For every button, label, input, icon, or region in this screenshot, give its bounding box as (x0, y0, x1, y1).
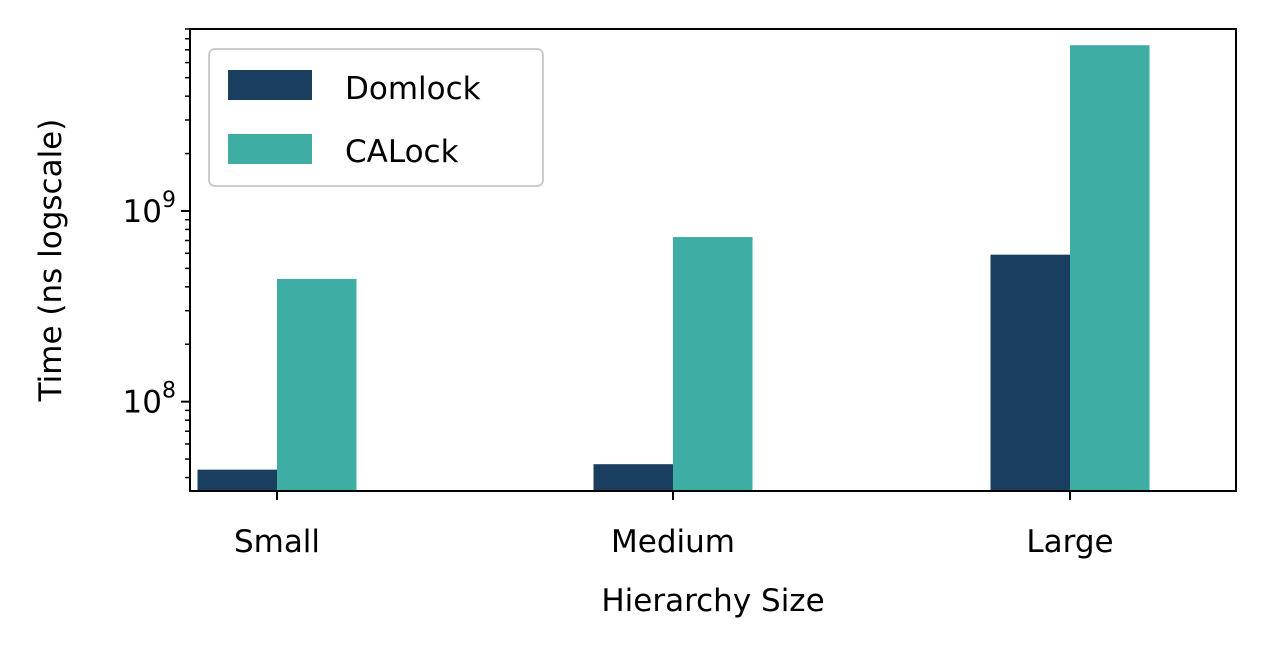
bar-domlock-medium (593, 464, 673, 491)
legend-label-domlock: Domlock (345, 71, 481, 107)
legend-swatch-domlock (228, 70, 312, 100)
bar-domlock-large (990, 254, 1070, 491)
y-tick-label-exponent: 8 (162, 379, 176, 404)
bar-domlock-small (197, 469, 277, 491)
legend-label-calock: CALock (345, 134, 459, 170)
y-tick-label-9: 109 (123, 188, 176, 230)
y-tick-label-base: 10 (123, 194, 162, 230)
legend-swatch-calock (228, 134, 312, 164)
bar-calock-large (1070, 45, 1150, 492)
y-tick-label-8: 108 (123, 379, 176, 421)
x-tick-label-small: Small (234, 524, 320, 560)
x-tick-label-large: Large (1026, 524, 1113, 560)
y-tick-label-exponent: 9 (162, 188, 176, 213)
bar-calock-small (277, 278, 357, 491)
x-axis-title: Hierarchy Size (601, 583, 824, 619)
plot-frame (189, 28, 1237, 492)
y-axis-title: Time (ns logscale) (33, 119, 69, 403)
bar-calock-medium (673, 237, 753, 491)
x-ticks: Small Medium Large (234, 491, 1114, 560)
bars-group (197, 45, 1150, 492)
legend: Domlock CALock (208, 48, 544, 187)
x-tick-label-medium: Medium (611, 524, 735, 560)
y-tick-label-base: 10 (123, 385, 162, 421)
